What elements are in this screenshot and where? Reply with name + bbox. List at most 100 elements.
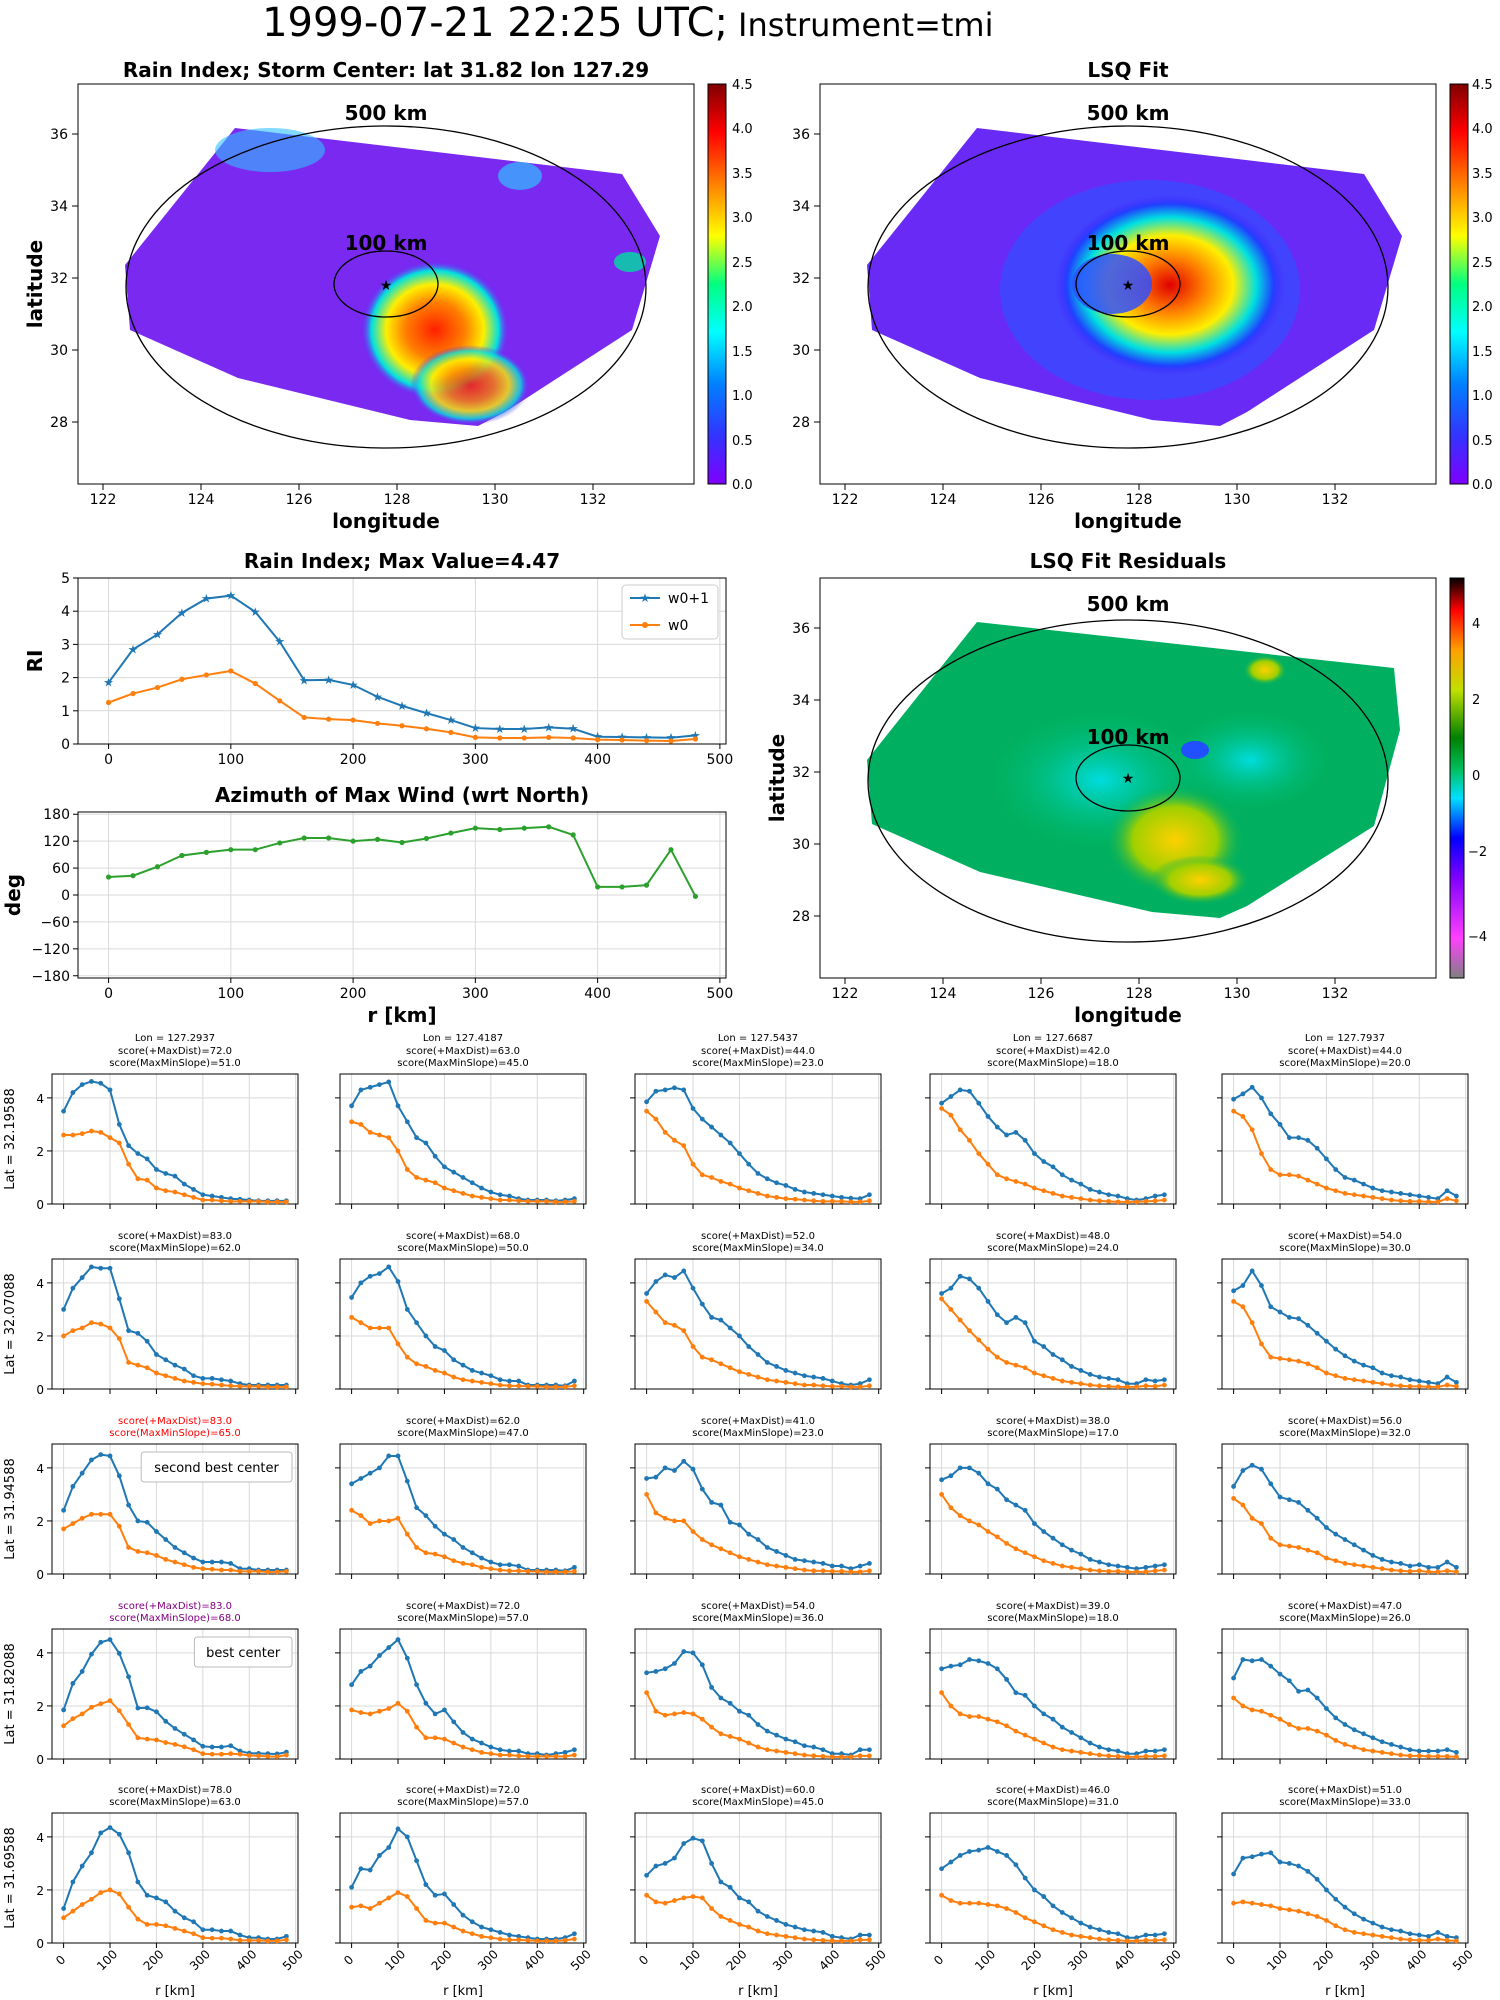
grid-w0p1-point — [1268, 1663, 1274, 1669]
grid-w0-point — [1115, 1568, 1121, 1574]
score-max-min-slope: score(MaxMinSlope)=31.0 — [987, 1797, 1118, 1808]
grid-w0p1-point — [163, 1899, 169, 1905]
grid-w0p1-point — [866, 1560, 872, 1566]
grid-w0p1-point — [690, 1466, 696, 1472]
grid-w0-point — [1152, 1753, 1158, 1759]
center-panel-r1-c0: score(+MaxDist)=83.0score(MaxMinSlope)=6… — [3, 1231, 299, 1397]
x-tick-label: 500 — [568, 1947, 594, 1973]
grid-w0p1-point — [191, 1187, 196, 1192]
grid-w0p1-point — [653, 1279, 659, 1284]
grid-w0-point — [1435, 1753, 1441, 1759]
grid-w0-point — [89, 1511, 94, 1517]
grid-w0-point — [367, 1325, 373, 1331]
grid-w0p1-point — [70, 1285, 76, 1291]
grid-w0-point — [1106, 1383, 1112, 1389]
y-tick-label: 2 — [36, 1145, 44, 1159]
grid-w0-point — [479, 1194, 484, 1200]
score-max-dist: score(+MaxDist)=54.0 — [1288, 1231, 1402, 1242]
grid-w0p1-point — [985, 1299, 991, 1304]
svg-text:2.5: 2.5 — [732, 256, 753, 271]
row-label: Lat = 32.07088 — [3, 1273, 18, 1375]
grid-w0p1-point — [442, 1348, 447, 1353]
grid-w0-point — [70, 1908, 76, 1914]
grid-w0-point — [1004, 1360, 1009, 1365]
grid-w0p1-point — [1268, 1304, 1274, 1310]
grid-w0p1-point — [709, 1314, 714, 1320]
grid-w0p1-point — [957, 1465, 963, 1471]
svg-text:124: 124 — [188, 492, 215, 508]
grid-w0p1-point — [61, 1307, 67, 1312]
grid-w0-point — [228, 1936, 234, 1942]
grid-w0-point — [507, 1752, 512, 1758]
grid-w0-point — [1143, 1383, 1149, 1389]
grid-w0p1-point — [181, 1181, 187, 1187]
grid-w0-point — [1379, 1196, 1385, 1202]
grid-w0-point — [274, 1569, 280, 1575]
azimuth-series-point — [497, 826, 503, 833]
grid-w0-point — [820, 1753, 826, 1759]
grid-w0p1-point — [1416, 1748, 1422, 1754]
grid-w0-point — [1296, 1358, 1301, 1364]
azimuth-series-point — [570, 832, 576, 838]
grid-w0p1-point — [957, 1273, 963, 1279]
score-max-dist: score(+MaxDist)=72.0 — [118, 1046, 232, 1057]
grid-w0-point — [1050, 1190, 1056, 1196]
grid-w0p1-point — [1097, 1374, 1102, 1380]
grid-w0-point — [107, 1511, 113, 1517]
grid-w0-point — [191, 1194, 196, 1200]
score-max-dist: score(+MaxDist)=83.0 — [118, 1416, 232, 1427]
grid-w0-point — [1097, 1752, 1102, 1758]
grid-w0p1-point — [479, 1185, 484, 1191]
grid-w0p1-point — [70, 1484, 76, 1489]
grid-w0-point — [432, 1551, 438, 1557]
center-panel-r2-c0: score(+MaxDist)=83.0score(MaxMinSlope)=6… — [3, 1416, 299, 1582]
grid-w0p1-point — [442, 1891, 447, 1897]
center-panel-r4-c1: score(+MaxDist)=72.0score(MaxMinSlope)=5… — [335, 1785, 594, 1999]
grid-w0p1-point — [1370, 1553, 1376, 1558]
grid-w0-point — [116, 1523, 122, 1529]
grid-w0-point — [939, 1492, 945, 1497]
grid-w0-point — [967, 1137, 972, 1143]
center-panel-r4-c4: score(+MaxDist)=51.0score(MaxMinSlope)=3… — [1217, 1785, 1476, 1999]
azimuth-series-point — [301, 835, 307, 841]
res-storm-center-star: ★ — [1122, 771, 1135, 787]
grid-w0p1-point — [1259, 1095, 1264, 1101]
grid-w0-point — [1268, 1535, 1274, 1541]
grid-w0-point — [1435, 1384, 1441, 1390]
grid-w0-point — [1259, 1151, 1264, 1156]
grid-w0-point — [690, 1894, 696, 1899]
grid-w0-point — [98, 1890, 104, 1895]
score-max-dist: score(+MaxDist)=48.0 — [996, 1231, 1110, 1242]
grid-w0p1-point — [154, 1352, 159, 1357]
svg-text:2.0: 2.0 — [732, 300, 753, 315]
lsq-fit-colorbar — [1449, 83, 1469, 485]
series-w0p1-point: ★ — [397, 699, 408, 713]
grid-w0p1-point — [746, 1161, 752, 1167]
center-panel-xlabel: r [km] — [443, 1984, 483, 1999]
y-tick-label: 4 — [36, 1092, 44, 1106]
grid-w0p1-point — [1342, 1722, 1348, 1727]
grid-w0p1-point — [1389, 1559, 1394, 1565]
grid-w0-point — [1435, 1936, 1441, 1942]
grid-w0-point — [349, 1507, 355, 1513]
y-tick-label: 180 — [43, 807, 70, 823]
grid-w0p1-point — [1379, 1557, 1385, 1562]
storm-center-star: ★ — [380, 278, 393, 294]
grid-w0p1-point — [1259, 1283, 1264, 1288]
grid-w0-line — [940, 1298, 1165, 1388]
grid-w0p1-point — [764, 1176, 770, 1182]
azimuth-series-point — [130, 873, 136, 879]
lsq-fit-map-panel: LSQ Fit 500 km 100 km ★ 122 124 126 128 … — [792, 58, 1493, 533]
center-panel-r1-c1: score(+MaxDist)=68.0score(MaxMinSlope)=5… — [335, 1231, 587, 1394]
grid-w0p1-point — [820, 1560, 826, 1566]
series-w0p1-point: ★ — [128, 642, 139, 656]
grid-w0p1-point — [61, 1507, 67, 1513]
grid-w0-point — [746, 1557, 752, 1562]
grid-w0-point — [811, 1568, 817, 1574]
svg-text:30: 30 — [50, 343, 68, 359]
grid-w0-point — [283, 1568, 289, 1574]
grid-w0p1-point — [1078, 1920, 1084, 1926]
center-panel-r3-c2: score(+MaxDist)=54.0score(MaxMinSlope)=3… — [630, 1601, 882, 1764]
grid-w0-point — [792, 1751, 798, 1757]
